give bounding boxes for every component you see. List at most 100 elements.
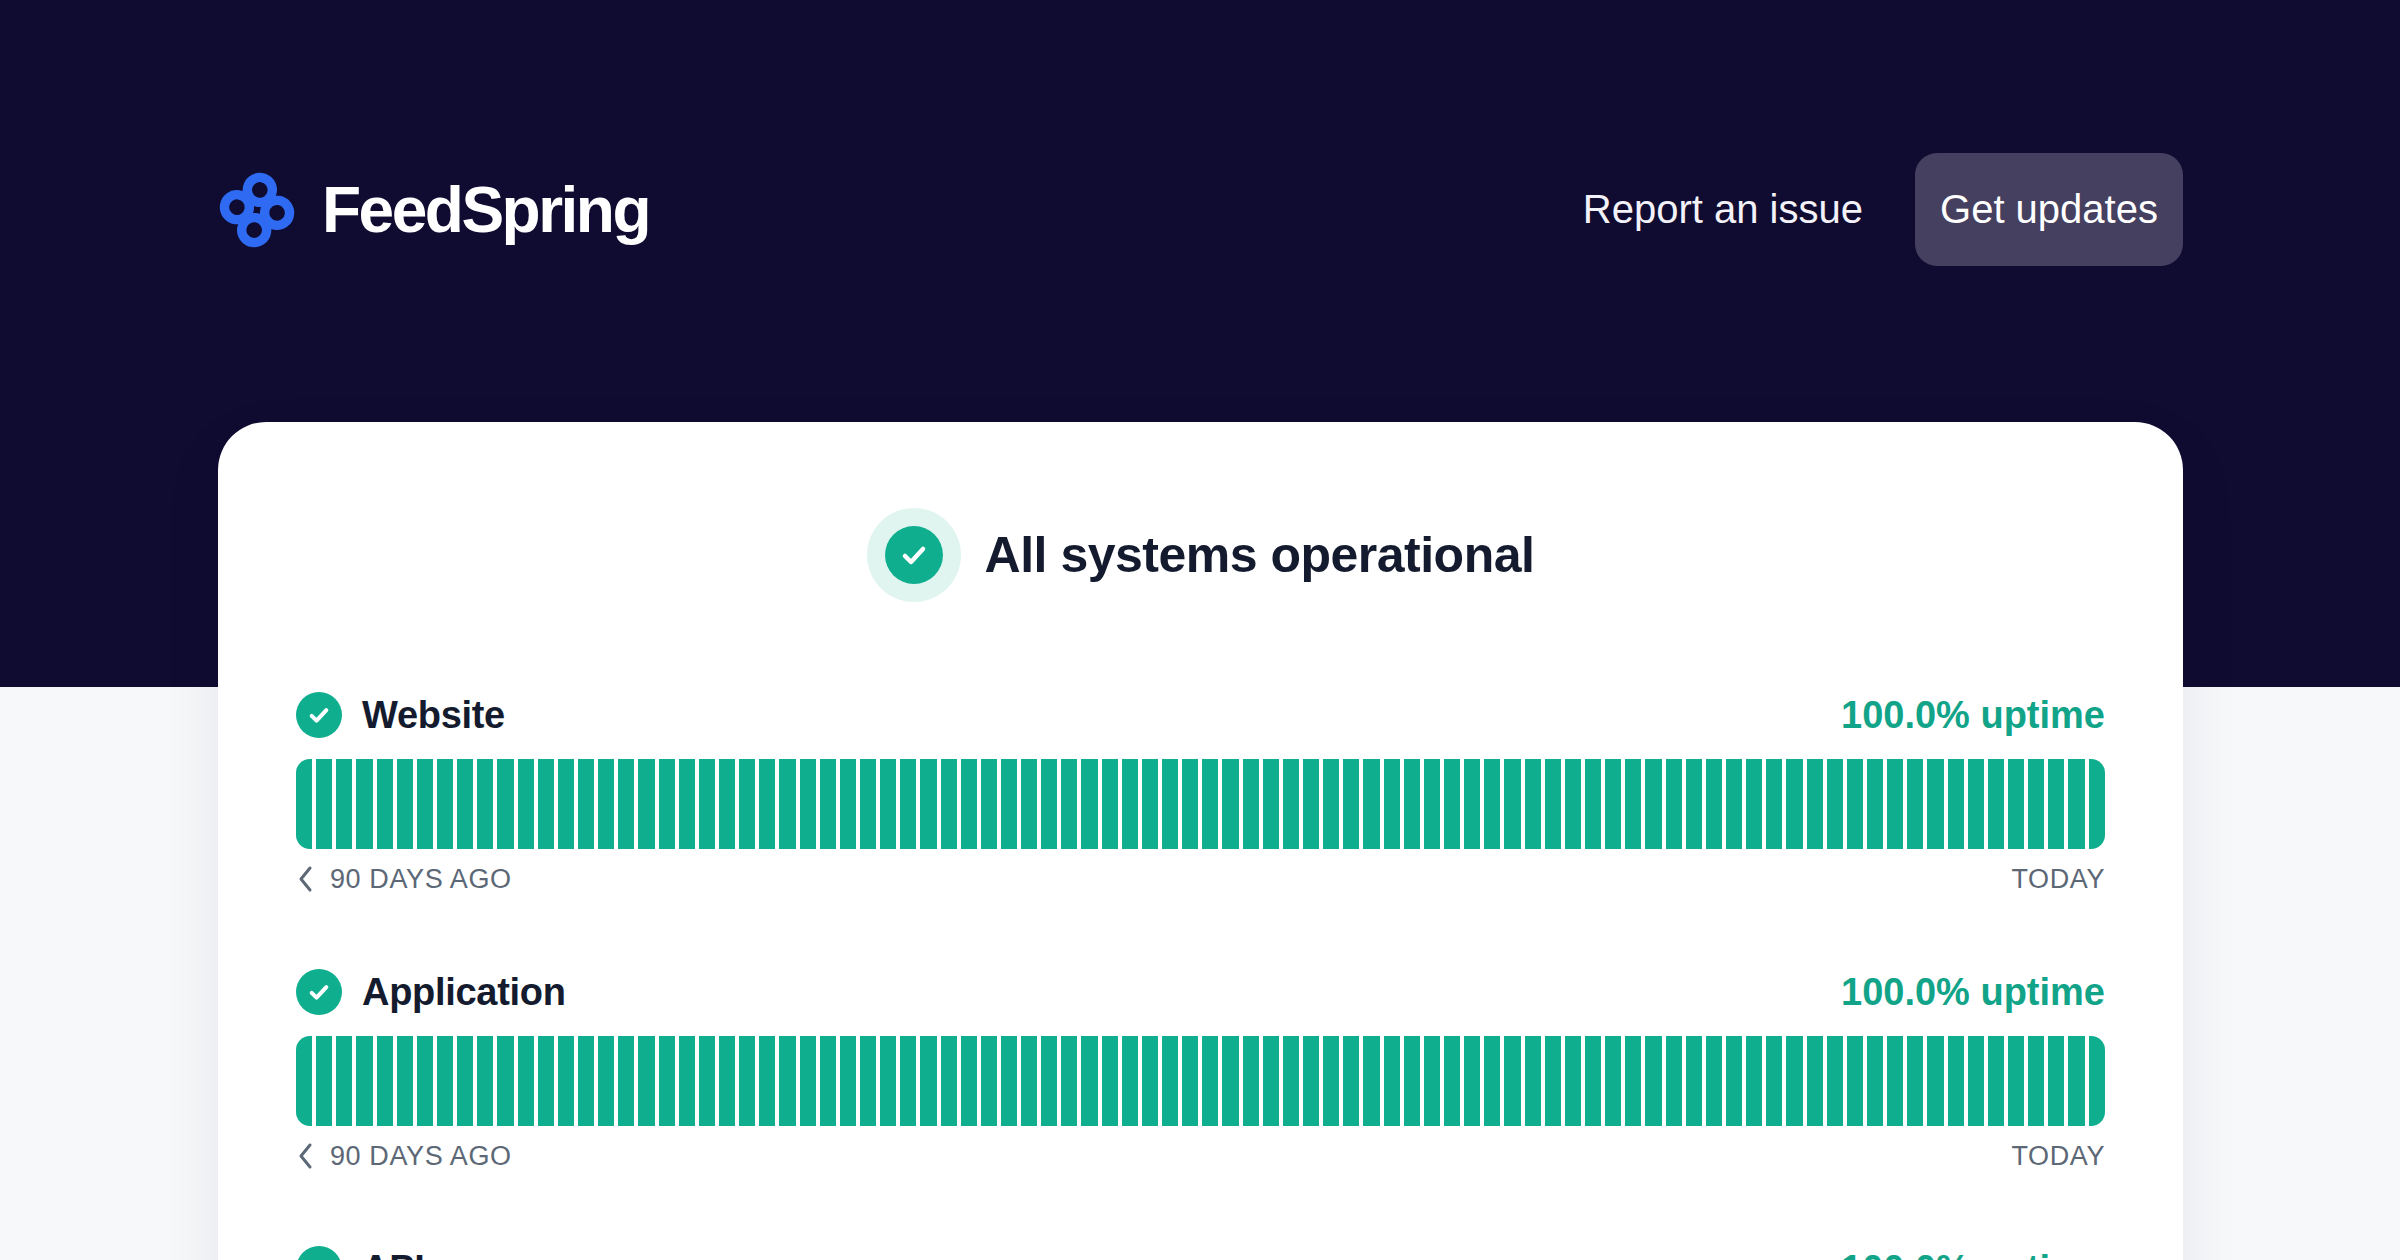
uptime-day-segment xyxy=(1867,759,1883,849)
uptime-day-segment xyxy=(1605,1036,1621,1126)
uptime-day-segment xyxy=(759,759,775,849)
uptime-day-segment xyxy=(2068,1036,2084,1126)
uptime-day-segment xyxy=(1303,759,1319,849)
check-circle-icon xyxy=(296,692,342,738)
uptime-day-segment xyxy=(1504,759,1520,849)
uptime-day-segment xyxy=(336,1036,352,1126)
uptime-day-segment xyxy=(1061,1036,1077,1126)
uptime-day-segment xyxy=(679,759,695,849)
uptime-day-segment xyxy=(739,759,755,849)
component-header: Application 100.0% uptime xyxy=(296,969,2105,1015)
uptime-day-segment xyxy=(1343,759,1359,849)
uptime-day-segment xyxy=(779,759,795,849)
uptime-day-segment xyxy=(497,759,513,849)
report-issue-link[interactable]: Report an issue xyxy=(1583,187,1863,232)
uptime-day-segment xyxy=(1384,759,1400,849)
uptime-day-segment xyxy=(1927,759,1943,849)
uptime-day-segment xyxy=(1786,1036,1802,1126)
uptime-day-segment xyxy=(1263,1036,1279,1126)
uptime-day-segment xyxy=(1182,759,1198,849)
component-uptime: 100.0% uptime xyxy=(1841,971,2105,1014)
uptime-day-segment xyxy=(1645,759,1661,849)
component-header: API 100.0% uptime xyxy=(296,1246,2105,1260)
brand-name: FeedSpring xyxy=(322,173,649,247)
uptime-day-segment xyxy=(1243,1036,1259,1126)
uptime-day-segment xyxy=(1343,1036,1359,1126)
brand-logo[interactable]: FeedSpring xyxy=(218,171,649,249)
uptime-day-segment xyxy=(2008,1036,2024,1126)
uptime-day-segment xyxy=(679,1036,695,1126)
chevron-left-icon[interactable] xyxy=(296,865,314,893)
uptime-day-segment xyxy=(1907,759,1923,849)
uptime-day-segment xyxy=(296,759,312,849)
uptime-day-segment xyxy=(1565,759,1581,849)
uptime-day-segment xyxy=(1887,1036,1903,1126)
uptime-day-segment xyxy=(1041,1036,1057,1126)
uptime-day-segment xyxy=(1363,759,1379,849)
uptime-history-bar xyxy=(296,1036,2105,1126)
get-updates-button[interactable]: Get updates xyxy=(1915,153,2183,266)
overall-status-banner: All systems operational xyxy=(296,422,2105,602)
status-icon-halo xyxy=(867,508,961,602)
uptime-day-segment xyxy=(1968,759,1984,849)
uptime-day-segment xyxy=(1202,1036,1218,1126)
uptime-day-segment xyxy=(1263,759,1279,849)
uptime-day-segment xyxy=(779,1036,795,1126)
uptime-day-segment xyxy=(880,1036,896,1126)
uptime-day-segment xyxy=(538,759,554,849)
uptime-day-segment xyxy=(2048,759,2064,849)
component-header: Website 100.0% uptime xyxy=(296,692,2105,738)
uptime-day-segment xyxy=(1686,759,1702,849)
uptime-day-segment xyxy=(618,759,634,849)
uptime-day-segment xyxy=(1303,1036,1319,1126)
uptime-day-segment xyxy=(457,1036,473,1126)
uptime-day-segment xyxy=(1202,759,1218,849)
uptime-day-segment xyxy=(1706,759,1722,849)
uptime-day-segment xyxy=(941,1036,957,1126)
uptime-day-segment xyxy=(1283,1036,1299,1126)
uptime-day-segment xyxy=(1625,759,1641,849)
uptime-day-segment xyxy=(1504,1036,1520,1126)
range-start-label: 90 DAYS AGO xyxy=(330,1141,512,1172)
uptime-day-segment xyxy=(820,1036,836,1126)
uptime-day-segment xyxy=(1887,759,1903,849)
uptime-day-segment xyxy=(920,759,936,849)
uptime-day-segment xyxy=(457,759,473,849)
uptime-day-segment xyxy=(1323,759,1339,849)
uptime-day-segment xyxy=(1988,1036,2004,1126)
uptime-day-segment xyxy=(1162,1036,1178,1126)
uptime-day-segment xyxy=(1948,1036,1964,1126)
uptime-day-segment xyxy=(377,759,393,849)
uptime-day-segment xyxy=(699,1036,715,1126)
uptime-day-segment xyxy=(316,759,332,849)
chevron-left-icon[interactable] xyxy=(296,1142,314,1170)
uptime-day-segment xyxy=(296,1036,312,1126)
component-row-application: Application 100.0% uptime 90 DAYS AGO TO… xyxy=(296,969,2105,1172)
uptime-day-segment xyxy=(1847,1036,1863,1126)
uptime-day-segment xyxy=(1142,759,1158,849)
uptime-day-segment xyxy=(1807,759,1823,849)
uptime-day-segment xyxy=(1162,759,1178,849)
uptime-history-bar xyxy=(296,759,2105,849)
clover-icon xyxy=(218,171,296,249)
uptime-day-segment xyxy=(860,759,876,849)
uptime-day-segment xyxy=(2028,759,2044,849)
uptime-day-segment xyxy=(1766,1036,1782,1126)
uptime-day-segment xyxy=(417,1036,433,1126)
uptime-day-segment xyxy=(1807,1036,1823,1126)
uptime-day-segment xyxy=(1061,759,1077,849)
uptime-day-segment xyxy=(1746,759,1762,849)
uptime-day-segment xyxy=(1605,759,1621,849)
uptime-day-segment xyxy=(1001,1036,1017,1126)
uptime-day-segment xyxy=(739,1036,755,1126)
range-start: 90 DAYS AGO xyxy=(296,864,512,895)
uptime-day-segment xyxy=(437,1036,453,1126)
uptime-day-segment xyxy=(1404,759,1420,849)
uptime-day-segment xyxy=(1927,1036,1943,1126)
uptime-day-segment xyxy=(437,759,453,849)
uptime-day-segment xyxy=(800,1036,816,1126)
uptime-day-segment xyxy=(638,1036,654,1126)
uptime-day-segment xyxy=(618,1036,634,1126)
uptime-day-segment xyxy=(558,759,574,849)
uptime-day-segment xyxy=(1363,1036,1379,1126)
